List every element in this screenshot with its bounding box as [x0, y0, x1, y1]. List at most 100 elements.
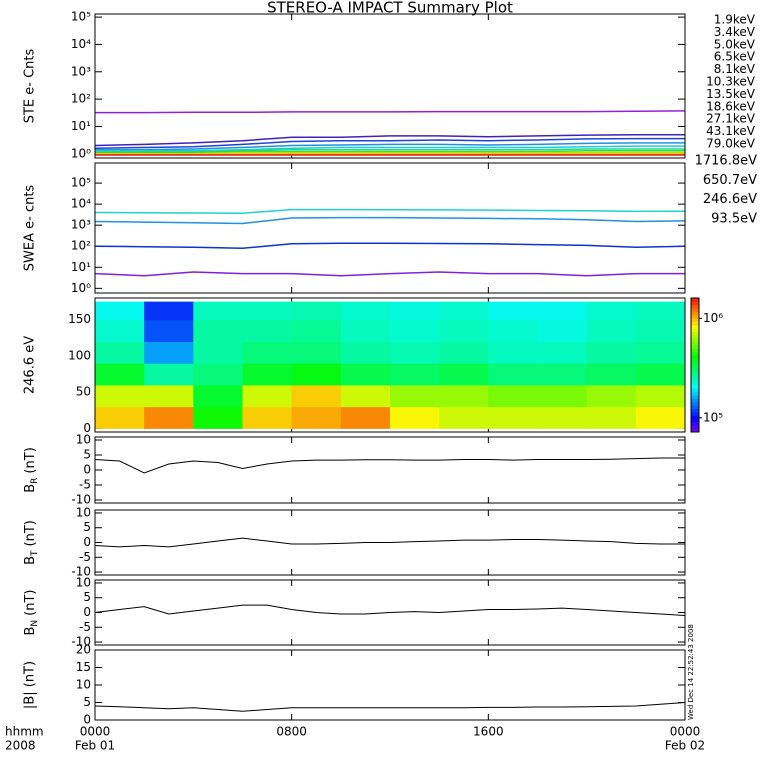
legend-entry: 5.0keV	[714, 37, 756, 51]
heatmap-cell	[537, 341, 588, 364]
colorbar-step	[691, 301, 699, 306]
colorbar-step	[691, 388, 699, 393]
data-line	[94, 457, 685, 474]
heatmap-cell	[586, 363, 637, 386]
colorbar-step	[691, 378, 699, 383]
y-tick-label: 10⁰	[71, 146, 91, 160]
y-tick-label: -5	[79, 478, 91, 492]
y-label-subscript: T	[30, 550, 40, 557]
colorbar-step	[691, 298, 699, 302]
heatmap-cell	[586, 341, 637, 364]
heatmap-cell	[488, 341, 538, 364]
colorbar-step	[691, 368, 699, 373]
colorbar-step	[691, 314, 699, 319]
colorbar-step	[691, 415, 699, 420]
heatmap-cell	[95, 319, 145, 342]
colorbar-step	[691, 334, 699, 339]
colorbar-step	[691, 401, 699, 406]
heatmap-cell	[439, 319, 489, 342]
y-label-symbol: B	[23, 484, 38, 493]
data-line	[94, 208, 686, 214]
colorbar-step	[691, 398, 699, 403]
y-tick-label: -10	[71, 565, 91, 579]
heatmap-cell	[586, 319, 637, 342]
colorbar-frame	[690, 297, 700, 433]
y-label-subscript: N	[30, 620, 40, 627]
heatmap-cell	[144, 301, 194, 321]
y-axis-label: 246.6 eV	[23, 336, 38, 394]
x-tick-label: 0800	[276, 725, 307, 739]
legend-entry: 18.6keV	[706, 99, 756, 113]
heatmap-cell	[193, 301, 243, 321]
legend-entry: 6.5keV	[714, 50, 756, 64]
data-line	[95, 110, 686, 114]
y-tick-label: 10⁴	[71, 197, 91, 211]
data-line	[95, 149, 685, 154]
heatmap-cell	[291, 384, 342, 408]
heatmap-cell	[635, 341, 686, 364]
colorbar-step	[691, 354, 699, 359]
y-axis-label: BR (nT)	[23, 447, 40, 493]
colorbar-step	[691, 375, 699, 379]
heatmap-cell	[291, 406, 342, 429]
date-label: Feb 01	[75, 739, 115, 753]
legend-entry: 8.1keV	[714, 62, 756, 76]
heatmap-cell	[488, 384, 538, 408]
y-tick-label: 10	[76, 505, 91, 519]
legend-entry: 10.3keV	[706, 75, 756, 89]
heatmap-cell	[95, 363, 145, 386]
y-tick-label: 10⁵	[71, 176, 91, 190]
panel-frame	[94, 297, 686, 433]
colorbar-step	[691, 371, 699, 376]
y-tick-label: 50	[76, 385, 91, 399]
heatmap-cell	[488, 363, 538, 386]
y-tick-label: 5	[83, 448, 91, 462]
heatmap-cell	[340, 301, 391, 321]
y-tick-label: 10⁵	[71, 10, 91, 24]
colorbar-step	[691, 348, 699, 353]
legend-entry: 246.6eV	[703, 192, 757, 207]
colorbar-label: 10⁶	[703, 311, 723, 325]
heatmap-cell	[537, 406, 588, 429]
legend-entry: 650.7eV	[703, 173, 757, 188]
heatmap-cell	[390, 301, 440, 321]
y-axis-label: BN (nT)	[23, 590, 40, 636]
heatmap-cell	[390, 319, 440, 342]
heatmap-cell	[242, 384, 293, 408]
colorbar-step	[691, 304, 699, 309]
data-line	[94, 604, 686, 616]
y-axis-label: SWEA e- cnts	[23, 185, 38, 272]
heatmap-cell	[291, 363, 342, 386]
heatmap-cell	[439, 363, 489, 386]
y-tick-label: 100	[68, 348, 91, 362]
heatmap-cell	[242, 341, 293, 364]
legend-entry: 43.1keV	[706, 124, 756, 138]
heatmap-cell	[635, 384, 686, 408]
y-label-unit: (nT)	[23, 520, 38, 546]
colorbar-step	[691, 391, 699, 396]
y-tick-label: 10	[76, 433, 91, 447]
data-line	[94, 702, 686, 712]
heatmap-cell	[439, 301, 489, 321]
y-tick-label: 10³	[71, 218, 91, 232]
y-tick-label: 150	[68, 312, 91, 326]
colorbar-step	[691, 344, 699, 349]
colorbar-step	[691, 331, 699, 336]
heatmap-cell	[144, 341, 194, 364]
heatmap-cell	[488, 319, 538, 342]
y-tick-label: 0	[83, 421, 91, 435]
x-row-label: 2008	[5, 739, 36, 753]
colorbar-label: 10⁵	[703, 410, 723, 424]
heatmap-cell	[439, 384, 489, 408]
heatmap-cell	[537, 319, 588, 342]
heatmap-cell	[390, 363, 440, 386]
data-line	[95, 148, 685, 153]
colorbar-step	[691, 308, 699, 312]
heatmap-cell	[291, 319, 342, 342]
heatmap-cell	[635, 363, 686, 386]
y-label-unit: (nT)	[23, 590, 38, 616]
legend-entry: 1.9keV	[714, 13, 756, 27]
colorbar-step	[691, 341, 699, 346]
heatmap-cell	[242, 406, 293, 429]
